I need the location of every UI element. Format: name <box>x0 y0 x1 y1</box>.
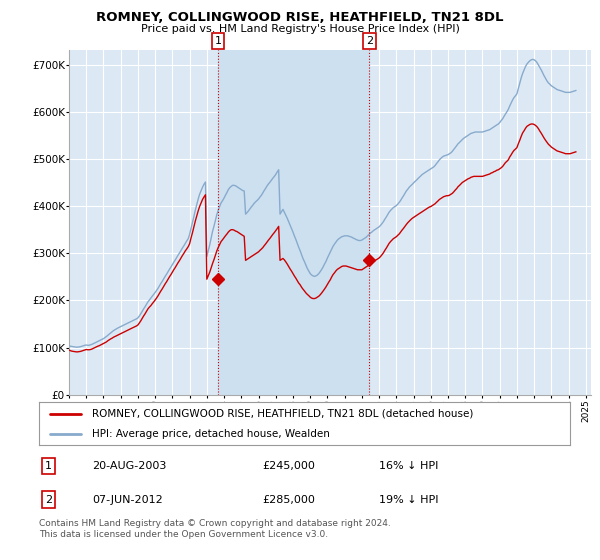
Text: 2: 2 <box>45 494 52 505</box>
Text: 2: 2 <box>366 36 373 46</box>
Text: 1: 1 <box>45 461 52 471</box>
Text: Price paid vs. HM Land Registry's House Price Index (HPI): Price paid vs. HM Land Registry's House … <box>140 24 460 34</box>
Text: £245,000: £245,000 <box>262 461 315 471</box>
Text: 16% ↓ HPI: 16% ↓ HPI <box>379 461 438 471</box>
Text: £285,000: £285,000 <box>262 494 315 505</box>
Bar <box>218 50 370 395</box>
Text: ROMNEY, COLLINGWOOD RISE, HEATHFIELD, TN21 8DL (detached house): ROMNEY, COLLINGWOOD RISE, HEATHFIELD, TN… <box>92 409 473 419</box>
Text: 1: 1 <box>214 36 221 46</box>
Text: 20-AUG-2003: 20-AUG-2003 <box>92 461 166 471</box>
Text: 07-JUN-2012: 07-JUN-2012 <box>92 494 163 505</box>
Text: Contains HM Land Registry data © Crown copyright and database right 2024.
This d: Contains HM Land Registry data © Crown c… <box>39 519 391 539</box>
Text: 19% ↓ HPI: 19% ↓ HPI <box>379 494 439 505</box>
Text: ROMNEY, COLLINGWOOD RISE, HEATHFIELD, TN21 8DL: ROMNEY, COLLINGWOOD RISE, HEATHFIELD, TN… <box>96 11 504 24</box>
Text: HPI: Average price, detached house, Wealden: HPI: Average price, detached house, Weal… <box>92 428 330 438</box>
